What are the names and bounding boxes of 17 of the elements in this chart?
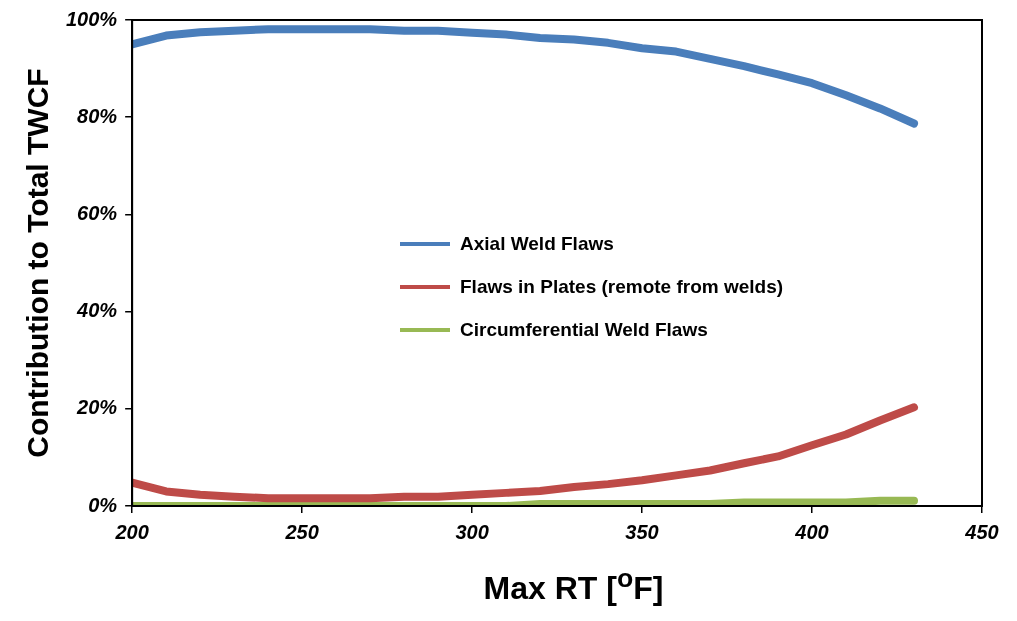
y-tick-label: 0% <box>88 493 118 516</box>
y-tick-label: 40% <box>76 299 118 322</box>
x-axis-title: Max RT [$^{o}$F] <box>482 562 665 606</box>
legend-label: Flaws in Plates (remote from welds) <box>460 275 784 298</box>
legend-label: Circumferential Weld Flaws <box>460 318 708 341</box>
y-tick-label: 80% <box>77 104 118 127</box>
x-tick-label: 250 <box>284 520 319 543</box>
x-tick-label: 200 <box>114 520 149 543</box>
legend-label: Axial Weld Flaws <box>460 232 614 255</box>
x-tick-label: 450 <box>964 520 999 543</box>
x-tick-label: 300 <box>455 520 489 543</box>
y-tick-label: 60% <box>77 201 118 224</box>
y-tick-label: 100% <box>66 7 118 30</box>
x-tick-label: 400 <box>794 520 829 543</box>
x-tick-label: 350 <box>625 520 659 543</box>
y-tick-label: 20% <box>76 396 118 419</box>
y-axis-title: Contribution to Total TWCF <box>21 67 55 460</box>
